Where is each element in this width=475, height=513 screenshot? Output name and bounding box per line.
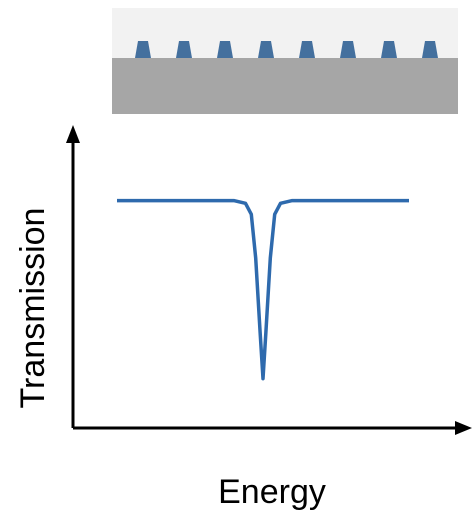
transmission-curve (117, 198, 409, 381)
x-axis-label: Energy (218, 473, 326, 511)
grating-ridge (135, 41, 151, 58)
x-axis-arrowhead (455, 421, 472, 435)
grating-ridge (176, 41, 192, 58)
substrate (112, 58, 458, 114)
grating-ridge (258, 41, 274, 58)
grating-features (135, 41, 438, 58)
axes (66, 125, 472, 435)
grating-schematic (112, 8, 458, 114)
grating-ridge (381, 41, 397, 58)
grating-ridge (299, 41, 315, 58)
grating-ridge (217, 41, 233, 58)
grating-ridge (340, 41, 356, 58)
grating-ridge (422, 41, 438, 58)
y-axis-arrowhead (66, 125, 80, 143)
y-axis-label: Transmission (14, 208, 52, 409)
